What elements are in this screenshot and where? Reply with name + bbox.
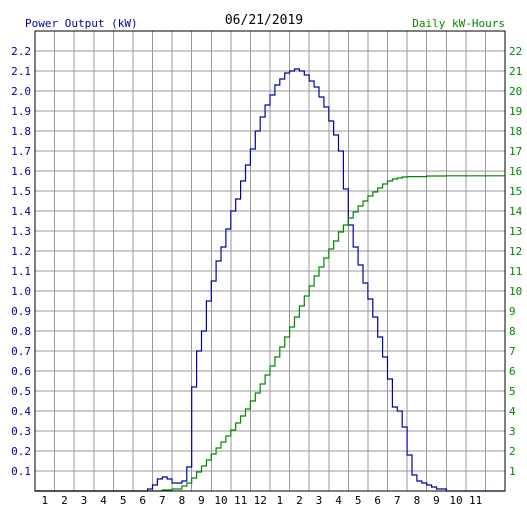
x-tick-label: 9 — [433, 494, 440, 507]
x-tick-label: 1 — [41, 494, 48, 507]
x-tick-label: 5 — [355, 494, 362, 507]
x-tick-labels: 1 2 3 4 5 6 7 8 9 10 11 12 1 2 3 4 5 6 7 8 9 10 11 — [41, 494, 482, 507]
right-tick-label: 13 — [509, 225, 522, 238]
x-tick-label: 8 — [179, 494, 186, 507]
x-tick-label: 8 — [414, 494, 421, 507]
power-output-series-line — [35, 68, 505, 492]
left-tick-label: 1.5 — [11, 185, 31, 198]
x-tick-label: 2 — [296, 494, 303, 507]
left-tick-label: 0.4 — [11, 405, 31, 418]
x-tick-label: 4 — [335, 494, 342, 507]
left-axis-title: Power Output (kW) — [25, 17, 138, 30]
x-tick-label: 2 — [61, 494, 68, 507]
grid — [35, 31, 505, 491]
x-tick-label: 1 — [276, 494, 283, 507]
left-tick-label: 0.6 — [11, 365, 31, 378]
left-tick-label: 1.6 — [11, 165, 31, 178]
right-tick-label: 7 — [509, 345, 516, 358]
right-tick-label: 19 — [509, 105, 522, 118]
left-tick-label: 1.8 — [11, 125, 31, 138]
daily-kwh-series-line — [35, 175, 505, 492]
x-tick-label: 11 — [469, 494, 482, 507]
plot-border — [34, 30, 506, 492]
left-tick-label: 0.9 — [11, 305, 31, 318]
left-tick-label: 0.8 — [11, 325, 31, 338]
left-tick-label: 2.1 — [11, 65, 31, 78]
left-tick-label: 1.0 — [11, 285, 31, 298]
left-tick-label: 0.3 — [11, 425, 31, 438]
right-tick-label: 6 — [509, 365, 516, 378]
right-tick-label: 18 — [509, 125, 522, 138]
left-tick-label: 2.2 — [11, 45, 31, 58]
right-tick-label: 21 — [509, 65, 522, 78]
series-group — [35, 68, 505, 492]
right-tick-label: 10 — [509, 285, 522, 298]
right-tick-label: 11 — [509, 265, 522, 278]
right-tick-label: 16 — [509, 165, 522, 178]
x-tick-label: 4 — [100, 494, 107, 507]
right-tick-label: 15 — [509, 185, 522, 198]
x-tick-label: 7 — [159, 494, 166, 507]
left-tick-label: 0.1 — [11, 465, 31, 478]
x-tick-label: 6 — [139, 494, 146, 507]
x-tick-label: 5 — [120, 494, 127, 507]
x-tick-label: 9 — [198, 494, 205, 507]
right-tick-label: 12 — [509, 245, 522, 258]
right-tick-label: 5 — [509, 385, 516, 398]
x-tick-label: 3 — [316, 494, 323, 507]
right-tick-label: 2 — [509, 445, 516, 458]
right-tick-label: 14 — [509, 205, 523, 218]
x-tick-label: 7 — [394, 494, 401, 507]
left-tick-label: 1.2 — [11, 245, 31, 258]
left-tick-label: 1.9 — [11, 105, 31, 118]
x-tick-label: 3 — [81, 494, 88, 507]
x-tick-label: 10 — [214, 494, 227, 507]
right-axis-title: Daily kW-Hours — [412, 17, 505, 30]
left-tick-label: 2.0 — [11, 85, 31, 98]
right-tick-label: 4 — [509, 405, 516, 418]
left-tick-label: 1.4 — [11, 205, 31, 218]
right-tick-label: 9 — [509, 305, 516, 318]
right-tick-label: 3 — [509, 425, 516, 438]
left-tick-label: 0.2 — [11, 445, 31, 458]
x-tick-label: 10 — [449, 494, 462, 507]
right-tick-label: 20 — [509, 85, 522, 98]
right-tick-label: 22 — [509, 45, 522, 58]
x-tick-label: 6 — [374, 494, 381, 507]
x-tick-label: 12 — [254, 494, 267, 507]
x-tick-label: 11 — [234, 494, 247, 507]
left-tick-label: 0.7 — [11, 345, 31, 358]
left-tick-label: 1.7 — [11, 145, 31, 158]
right-tick-label: 8 — [509, 325, 516, 338]
left-tick-labels: 0.1 0.2 0.3 0.4 0.5 0.6 0.7 0.8 0.9 1.0 1.1 1.2 1.3 1… — [11, 45, 31, 478]
plot-frame — [34, 30, 506, 492]
left-tick-label: 0.5 — [11, 385, 31, 398]
left-tick-label: 1.3 — [11, 225, 31, 238]
chart-date-title: 06/21/2019 — [225, 13, 303, 28]
left-tick-label: 1.1 — [11, 265, 31, 278]
right-tick-label: 1 — [509, 465, 516, 478]
right-tick-label: 17 — [509, 145, 522, 158]
